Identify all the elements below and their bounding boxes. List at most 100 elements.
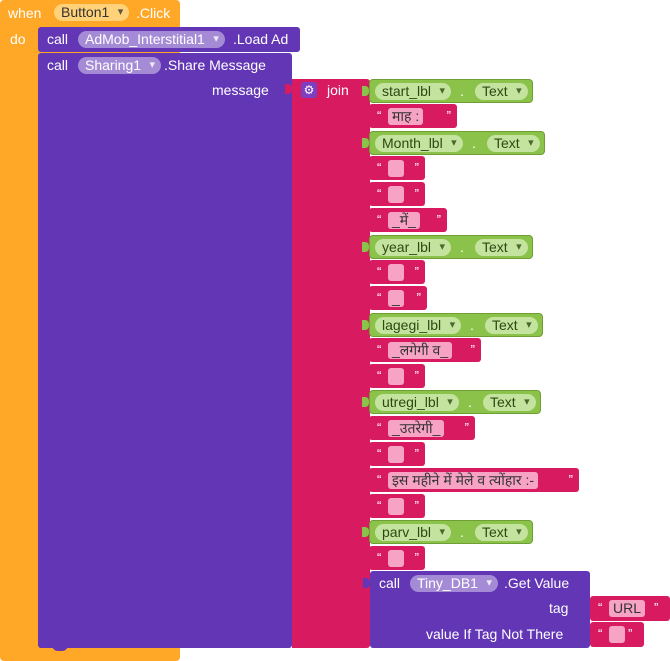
tinydb-method: .Get Value [504, 575, 570, 591]
property-dot: . [470, 317, 474, 333]
text-string-value[interactable] [388, 498, 404, 515]
component-dropdown[interactable]: Month_lbl [375, 135, 463, 152]
default-param-label: value If Tag Not There [426, 626, 564, 642]
sharing-share-message-block[interactable]: call Sharing1 .Share Message message [38, 53, 292, 648]
text-string-value[interactable] [388, 368, 404, 385]
join-input-socket [362, 553, 369, 563]
join-input-socket [362, 501, 369, 511]
text-string-block[interactable]: “ _में_ ” [369, 208, 447, 232]
close-quote: ” [414, 264, 419, 279]
open-quote: “ [377, 368, 382, 383]
close-quote: ” [414, 160, 419, 175]
gear-icon[interactable]: ⚙ [301, 82, 317, 98]
join-input-socket [362, 397, 369, 407]
event-component-dropdown[interactable]: Button1 [54, 4, 130, 21]
open-quote: “ [598, 600, 603, 615]
default-text-value[interactable] [609, 626, 625, 643]
text-string-block[interactable]: “” [369, 182, 425, 206]
open-quote: “ [377, 290, 382, 305]
component-text-getter[interactable]: utregi_lbl. Text [369, 390, 541, 414]
component-dropdown[interactable]: start_lbl [375, 83, 452, 100]
close-quote: ” [568, 472, 573, 487]
text-string-block[interactable]: “” [369, 156, 425, 180]
close-quote: ” [414, 186, 419, 201]
text-string-block[interactable]: “” [369, 260, 425, 284]
admob-component-dropdown[interactable]: AdMob_Interstitial1 [78, 31, 225, 48]
admob-load-ad-block[interactable]: call AdMob_Interstitial1 .Load Ad [38, 27, 300, 52]
join-input-socket [362, 371, 369, 381]
component-dropdown[interactable]: parv_lbl [375, 524, 452, 541]
join-input-socket [362, 293, 369, 303]
component-dropdown[interactable]: year_lbl [375, 239, 452, 256]
open-quote: “ [377, 472, 382, 487]
text-string-value[interactable]: _लगेगी व_ [388, 342, 453, 359]
text-string-value[interactable] [388, 550, 404, 567]
join-input-socket [362, 215, 369, 225]
tag-text-value[interactable]: URL [609, 600, 646, 617]
text-string-block[interactable]: “” [369, 364, 425, 388]
join-output-plug [285, 84, 292, 94]
property-dropdown[interactable]: Text [475, 524, 528, 541]
property-dropdown[interactable]: Text [475, 83, 528, 100]
property-dropdown[interactable]: Text [483, 394, 536, 411]
open-quote: “ [598, 626, 603, 641]
text-string-block[interactable]: “ माह : ” [369, 104, 457, 128]
event-header: when Button1 .Click [0, 0, 180, 26]
close-quote: ” [464, 420, 469, 435]
tag-text-block[interactable]: “ URL ” [590, 596, 670, 621]
text-string-value[interactable]: _में_ [388, 212, 420, 229]
property-dropdown[interactable]: Text [475, 239, 528, 256]
property-dropdown[interactable]: Text [487, 135, 540, 152]
open-quote: “ [377, 160, 382, 175]
component-text-getter[interactable]: start_lbl. Text [369, 79, 533, 103]
tinydb-component-dropdown[interactable]: Tiny_DB1 [410, 575, 498, 592]
join-input-socket [362, 163, 369, 173]
close-quote: ” [654, 600, 659, 615]
property-dot: . [460, 524, 464, 540]
text-string-value[interactable]: _ [388, 290, 404, 307]
text-string-block[interactable]: “ _ ” [369, 286, 427, 310]
open-quote: “ [377, 264, 382, 279]
tinydb-get-value-block[interactable]: call Tiny_DB1 .Get Value tag value If Ta… [370, 571, 590, 648]
text-string-value[interactable] [388, 186, 404, 203]
component-text-getter[interactable]: lagegi_lbl. Text [369, 313, 543, 337]
join-block[interactable]: ⚙ join [292, 79, 370, 648]
property-dropdown[interactable]: Text [485, 317, 538, 334]
property-dot: . [472, 135, 476, 151]
join-input-socket [362, 189, 369, 199]
open-quote: “ [377, 108, 382, 123]
close-quote: ” [470, 342, 475, 357]
default-text-block[interactable]: “ ” [590, 622, 644, 647]
open-quote: “ [377, 550, 382, 565]
open-quote: “ [377, 420, 382, 435]
join-input-socket [363, 578, 370, 588]
join-input-socket [362, 345, 369, 355]
when-keyword: when [8, 5, 42, 21]
component-dropdown[interactable]: utregi_lbl [375, 394, 459, 411]
text-string-value[interactable] [388, 160, 404, 177]
close-quote: ” [436, 212, 441, 227]
text-string-value[interactable] [388, 446, 404, 463]
component-text-getter[interactable]: year_lbl. Text [369, 235, 533, 259]
text-string-value[interactable]: इस महीने में मेले व त्योंहार :- [388, 472, 539, 489]
text-string-value[interactable] [388, 264, 404, 281]
join-label: join [327, 82, 349, 98]
component-text-getter[interactable]: Month_lbl. Text [369, 131, 545, 155]
text-string-value[interactable]: माह : [388, 108, 424, 125]
text-string-block[interactable]: “” [369, 494, 425, 518]
text-string-block[interactable]: “ _उतरेगी_ ” [369, 416, 475, 440]
component-dropdown[interactable]: lagegi_lbl [375, 317, 462, 334]
sharing-component-dropdown[interactable]: Sharing1 [78, 57, 162, 74]
join-input-socket [362, 242, 369, 252]
close-quote: ” [414, 550, 419, 565]
text-string-block[interactable]: “” [369, 442, 425, 466]
call-keyword: call [379, 575, 401, 591]
open-quote: “ [377, 342, 382, 357]
property-dot: . [460, 83, 464, 99]
text-string-value[interactable]: _उतरेगी_ [388, 420, 445, 437]
text-string-block[interactable]: “” [369, 546, 425, 570]
text-string-block[interactable]: “ _लगेगी व_ ” [369, 338, 481, 362]
component-text-getter[interactable]: parv_lbl. Text [369, 520, 533, 544]
text-string-block[interactable]: “ इस महीने में मेले व त्योंहार :- ” [369, 468, 579, 492]
join-input-socket [362, 267, 369, 277]
